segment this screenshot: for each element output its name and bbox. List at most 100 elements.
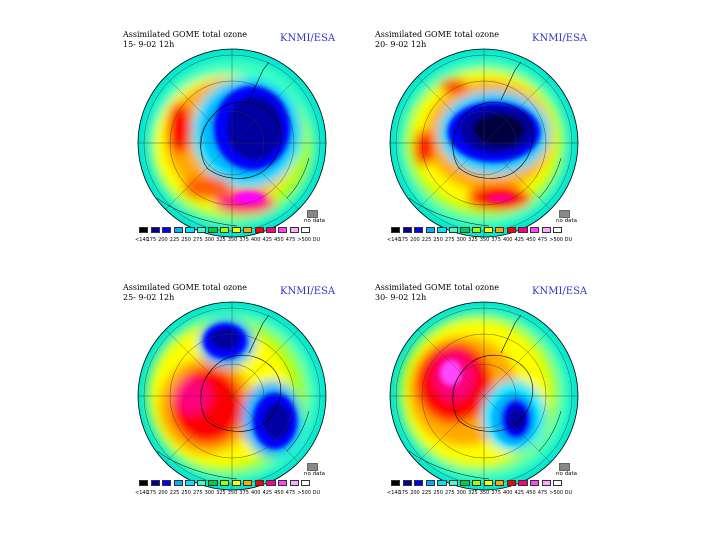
legend-swatch [437, 480, 447, 486]
legend-swatch [185, 480, 195, 486]
no-data-label: no data [304, 471, 325, 477]
legend-tick-label: >500 DU [297, 237, 321, 243]
legend-tick-label: 350 [479, 237, 490, 243]
legend-swatch [425, 227, 435, 233]
legend-swatch [150, 227, 160, 233]
legend-swatch [425, 480, 435, 486]
legend-swatch [448, 480, 459, 486]
legend-swatch [437, 227, 447, 233]
legend-tick-label: 375 [239, 490, 249, 496]
legend-swatch [402, 227, 412, 233]
legend-tick-label: 275 [192, 237, 203, 243]
legend-swatch [220, 480, 230, 486]
legend-tick-label: 450 [274, 237, 284, 243]
legend-swatch [277, 227, 288, 233]
legend-tick-label: 325 [468, 237, 478, 243]
legend-tick-label: 400 [502, 490, 513, 496]
legend-swatch [208, 480, 218, 486]
no-data-swatch [559, 210, 570, 218]
legend-swatch [414, 480, 424, 486]
legend-swatch [495, 227, 505, 233]
no-data-swatch [559, 463, 570, 471]
legend-ticks: <140 175 200 225 250 275 300 325 350 375 400 425 450… [135, 237, 340, 243]
legend-tick-label: 175 [146, 490, 157, 496]
legend-tick-label: <140 [135, 490, 149, 496]
map-date: 30- 9-02 12h [375, 293, 427, 302]
legend-tick-label: 225 [169, 490, 180, 496]
legend-ticks: <140 175 200 225 250 275 300 325 350 375 400 425 450… [135, 490, 340, 496]
no-data-swatch [307, 210, 318, 218]
legend-tick-label: 225 [421, 237, 432, 243]
legend-tick-label: 275 [192, 490, 203, 496]
legend-tick-label: <140 [387, 490, 401, 496]
legend-swatch [289, 480, 299, 486]
legend-tick-label: 350 [227, 490, 238, 496]
legend-tick-label: 325 [216, 490, 226, 496]
legend-tick-label: 250 [433, 237, 443, 243]
legend-tick-label: <140 [387, 237, 401, 243]
legend-swatch [231, 227, 241, 233]
no-data-label: no data [304, 218, 325, 224]
ozone-map-panel-1: Assimilated GOME total ozone 15- 9-02 12… [123, 30, 353, 260]
legend-tick-label: 325 [216, 237, 226, 243]
brand-label: KNMI/ESA [532, 286, 588, 297]
legend-swatch [231, 480, 241, 486]
legend-tick-label: 475 [285, 237, 296, 243]
legend-tick-label: 200 [158, 237, 168, 243]
legend-swatch [173, 480, 183, 486]
legend-tick-label: 175 [398, 237, 409, 243]
legend-swatch [460, 227, 470, 233]
legend-swatch [483, 227, 493, 233]
legend-tick-label: 300 [204, 490, 215, 496]
legend-ticks: <140 175 200 225 250 275 300 325 350 375 400 425 450… [387, 490, 592, 496]
ozone-map-panel-4: Assimilated GOME total ozone 30- 9-02 12… [375, 283, 605, 513]
legend-tick-label: 475 [537, 490, 548, 496]
legend-tick-label: 400 [250, 490, 261, 496]
no-data-label: no data [556, 471, 577, 477]
brand-label: KNMI/ESA [532, 33, 588, 44]
legend-tick-label: 250 [433, 490, 443, 496]
legend-swatch [196, 227, 207, 233]
legend-tick-label: 450 [274, 490, 284, 496]
legend-tick-label: 200 [158, 490, 168, 496]
legend-tick-label: 375 [491, 237, 501, 243]
legend-swatch [541, 480, 551, 486]
ozone-map-panel-3: Assimilated GOME total ozone 25- 9-02 12… [123, 283, 353, 513]
legend-tick-label: 325 [468, 490, 478, 496]
legend-tick-label: 225 [421, 490, 432, 496]
legend-swatch [173, 227, 183, 233]
legend-swatch [243, 480, 253, 486]
ozone-globe [389, 301, 579, 491]
legend-swatch [301, 227, 311, 233]
legend-tick-label: 350 [479, 490, 490, 496]
ozone-globe [137, 48, 327, 238]
legend-swatch [414, 227, 424, 233]
legend-tick-label: 250 [181, 237, 191, 243]
legend-tick-label: 275 [444, 237, 455, 243]
legend-tick-label: 225 [169, 237, 180, 243]
legend-tick-label: 450 [526, 490, 536, 496]
legend-tick-label: 425 [262, 237, 273, 243]
legend-swatch [472, 227, 482, 233]
legend-swatch [266, 227, 276, 233]
no-data-swatch [307, 463, 318, 471]
legend-ticks: <140 175 200 225 250 275 300 325 350 375 400 425 450… [387, 237, 592, 243]
legend-swatch [529, 480, 540, 486]
legend-swatch [139, 480, 149, 486]
legend-swatch [208, 227, 218, 233]
legend-tick-label: 375 [239, 237, 249, 243]
ozone-globe [137, 301, 327, 491]
legend-tick-label: 425 [514, 490, 525, 496]
legend-tick-label: 175 [398, 490, 409, 496]
legend-tick-label: >500 DU [549, 237, 573, 243]
legend-swatch [541, 227, 551, 233]
legend-swatch [162, 227, 172, 233]
legend-swatch [506, 227, 516, 233]
legend-swatch [301, 480, 311, 486]
legend-swatch [254, 227, 264, 233]
legend-tick-label: >500 DU [297, 490, 321, 496]
legend-tick-label: 175 [146, 237, 157, 243]
legend-swatch [529, 227, 540, 233]
map-date: 15- 9-02 12h [123, 40, 175, 49]
map-title: Assimilated GOME total ozone [375, 30, 500, 39]
